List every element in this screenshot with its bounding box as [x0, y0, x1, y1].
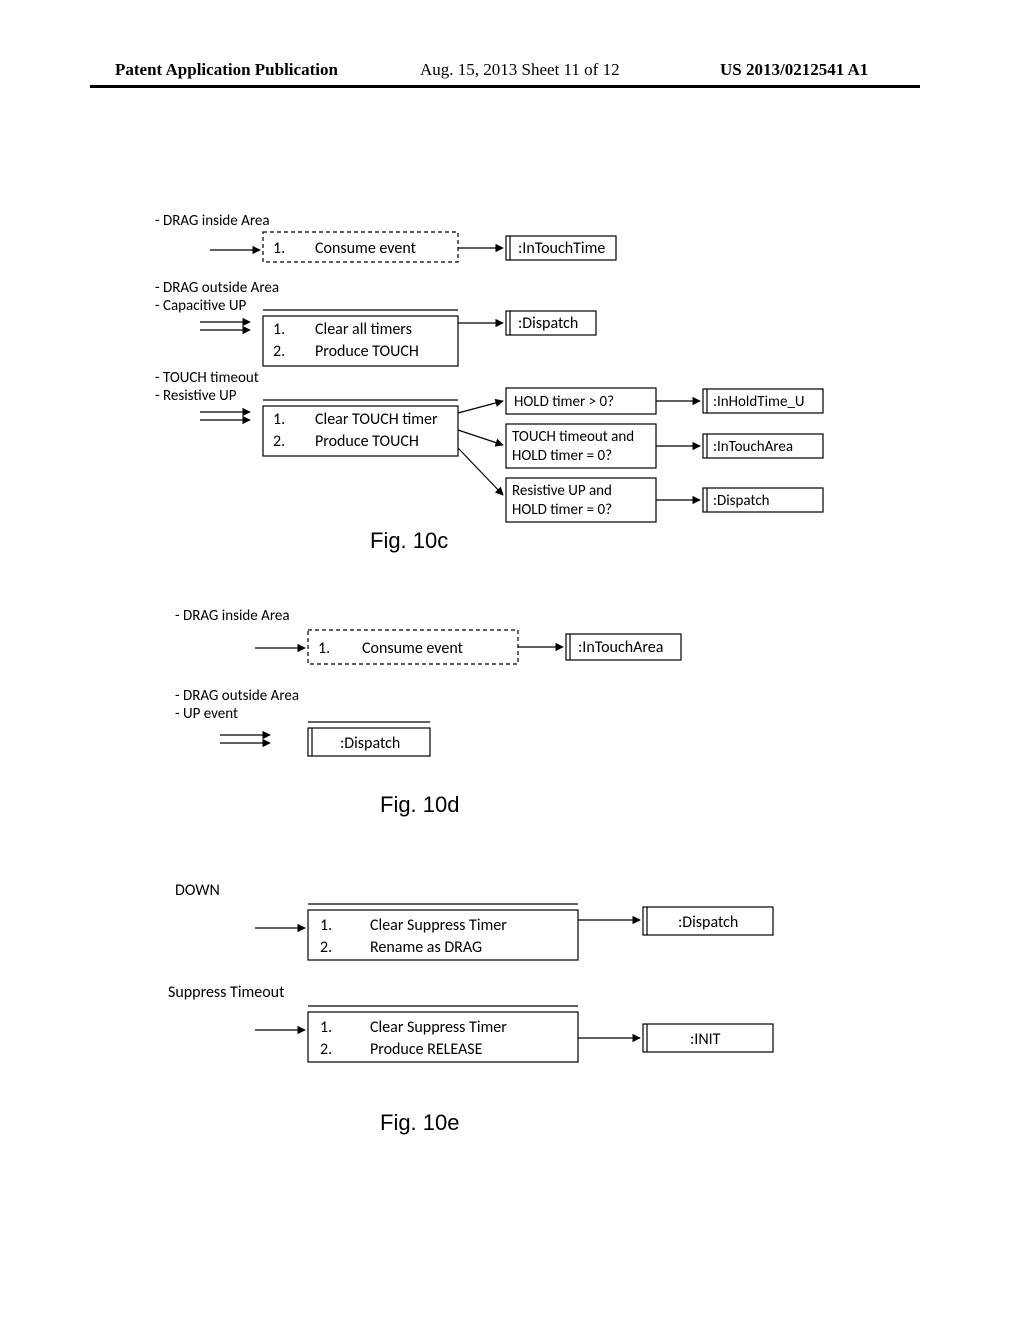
fig10c-ev2a-label: - DRAG outside Area — [155, 279, 279, 297]
patent-page: Patent Application Publication Aug. 15, … — [0, 0, 1024, 1320]
fig-10c: - DRAG inside Area 1. Consume event :InT… — [155, 212, 823, 553]
fig10e-block1-l1: 1. — [320, 916, 332, 935]
fig10d-block1-l1: 1. — [318, 639, 330, 658]
fig10c-block2-l1: 1. — [273, 320, 285, 339]
fig10d-ev2a-label: - DRAG outside Area — [175, 687, 299, 705]
fig10c-block1-l1: 1. — [273, 239, 285, 258]
fig10c-cond2a: TOUCH timeout and — [512, 428, 634, 446]
fig10d-out1: :InTouchArea — [578, 638, 663, 657]
fig10d-ev2b-label: - UP event — [175, 705, 238, 723]
fig10c-cond1-txt: HOLD timer > 0? — [514, 393, 614, 411]
fig10e-block2-l1: 1. — [320, 1018, 332, 1037]
fig10e-block1-t2: Rename as DRAG — [370, 938, 482, 957]
arrow-icon — [458, 448, 503, 495]
fig10c-block2-l2: 2. — [273, 342, 285, 361]
fig10c-cond3b: HOLD timer = 0? — [512, 501, 612, 519]
fig10c-block3-l1: 1. — [273, 410, 285, 429]
fig10c-out1: :InTouchTime — [518, 239, 605, 258]
fig10c-out2: :Dispatch — [518, 314, 578, 333]
fig10c-out5: :Dispatch — [713, 492, 770, 510]
fig10e-ev2-label: Suppress Timeout — [168, 983, 285, 1002]
fig10e-ev1-label: DOWN — [175, 881, 220, 900]
fig10d-caption: Fig. 10d — [380, 792, 460, 817]
fig10c-block2-t1: Clear all timers — [315, 320, 412, 339]
fig10e-block1-t1: Clear Suppress Timer — [370, 916, 507, 935]
fig10e-out1: :Dispatch — [678, 913, 738, 932]
fig10c-ev1-label: - DRAG inside Area — [155, 212, 270, 230]
fig10c-block3-t1: Clear TOUCH timer — [315, 410, 438, 429]
fig10c-caption: Fig. 10c — [370, 528, 448, 553]
fig10c-out3: :InHoldTime_U — [713, 393, 805, 411]
fig10c-block3-t2: Produce TOUCH — [315, 432, 419, 451]
fig10c-block1-t1: Consume event — [315, 239, 417, 258]
fig10e-block1-l2: 2. — [320, 938, 332, 957]
fig10e-block2-t1: Clear Suppress Timer — [370, 1018, 507, 1037]
fig10e-block2-l2: 2. — [320, 1040, 332, 1059]
fig-10d: - DRAG inside Area 1. Consume event :InT… — [175, 607, 681, 817]
fig10c-ev3b-label: - Resistive UP — [155, 387, 237, 405]
fig10d-out2: :Dispatch — [340, 734, 400, 753]
fig-10e: DOWN 1. Clear Suppress Timer 2. Rename a… — [168, 881, 773, 1135]
fig10c-block2-t2: Produce TOUCH — [315, 342, 419, 361]
fig10c-cond2b: HOLD timer = 0? — [512, 447, 612, 465]
arrow-icon — [458, 430, 503, 445]
fig10e-block2-t2: Produce RELEASE — [370, 1040, 483, 1059]
fig10d-ev1-label: - DRAG inside Area — [175, 607, 290, 625]
fig10c-ev2b-label: - Capacitive UP — [155, 297, 246, 315]
diagram-svg: - DRAG inside Area 1. Consume event :InT… — [0, 0, 1024, 1320]
arrow-icon — [458, 401, 503, 413]
fig10c-ev3a-label: - TOUCH timeout — [155, 369, 259, 387]
fig10c-cond3a: Resistive UP and — [512, 482, 612, 500]
fig10e-out2: :INIT — [690, 1030, 721, 1049]
fig10c-out4: :InTouchArea — [713, 438, 793, 456]
fig10d-block1-t1: Consume event — [362, 639, 464, 658]
fig10c-block3-l2: 2. — [273, 432, 285, 451]
fig10e-caption: Fig. 10e — [380, 1110, 460, 1135]
